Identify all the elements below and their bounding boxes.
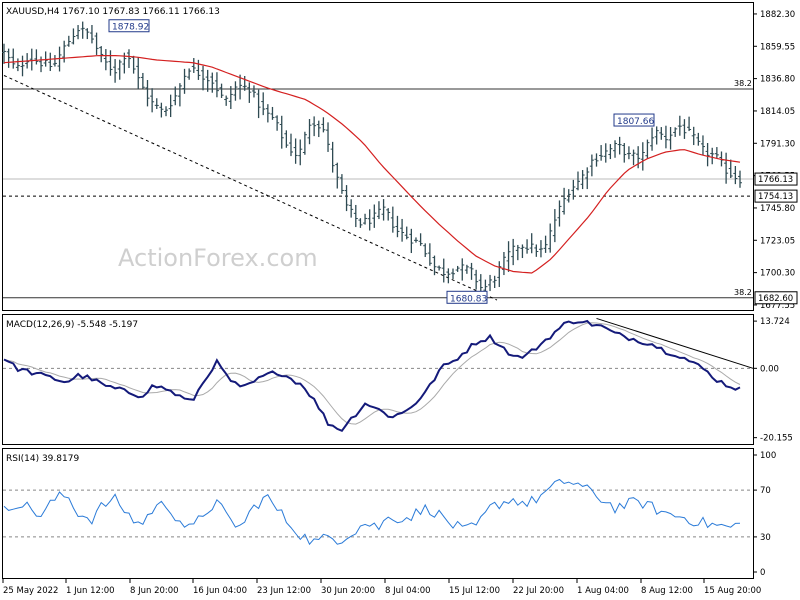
price-annotation-label: 1807.66 bbox=[617, 117, 654, 127]
macd-trendline bbox=[596, 317, 754, 369]
price-axis-label: 1882.30 bbox=[760, 10, 795, 20]
x-axis: 25 May 2022 1 Jun 12:00 8 Jun 20:00 16 Jun … bbox=[2, 579, 761, 596]
rsi-axis-label: 100 bbox=[760, 451, 776, 461]
macd-axis-label: 0.00 bbox=[760, 364, 779, 374]
macd-group: 13.724 0.00 -20.155 bbox=[3, 317, 793, 444]
price-axis-label: 1814.05 bbox=[760, 107, 795, 117]
rsi-line bbox=[3, 478, 741, 546]
price-axis-label: 1745.80 bbox=[760, 204, 795, 214]
price-axis-label: 1791.30 bbox=[760, 139, 795, 149]
current-price-badge-box bbox=[754, 172, 798, 186]
symbol-header: XAUUSD,H4 1767.10 1767.83 1766.11 1766.1… bbox=[6, 7, 220, 17]
price-axis-label: 1700.30 bbox=[760, 269, 795, 279]
support-price-badge: 1754.13 bbox=[758, 192, 793, 202]
x-axis-label: 1 Aug 04:00 bbox=[577, 586, 629, 596]
x-axis-label: 15 Aug 20:00 bbox=[704, 586, 761, 596]
current-price-badge: 1766.13 bbox=[758, 175, 793, 185]
price-annotations: 1878.92 1807.66 1680.83 bbox=[108, 19, 655, 304]
low-line-price-badge-box bbox=[754, 291, 798, 305]
x-axis-label: 22 Jul 20:00 bbox=[513, 586, 564, 596]
trendline-group bbox=[3, 75, 498, 301]
price-annotation-label: 1680.83 bbox=[450, 294, 487, 304]
low-line-price-badge: 1682.60 bbox=[758, 294, 793, 304]
fib-label-top: 38.2 bbox=[734, 79, 752, 88]
x-axis-label: 8 Jul 04:00 bbox=[385, 586, 431, 596]
macd-label: MACD(12,26,9) -5.548 -5.197 bbox=[6, 320, 138, 330]
price-bars-group bbox=[2, 21, 742, 301]
macd-axis-label: 13.724 bbox=[760, 317, 790, 327]
x-axis-label: 23 Jun 12:00 bbox=[257, 586, 311, 596]
price-annotation-label: 1878.92 bbox=[112, 23, 149, 33]
macd-panel-frame bbox=[2, 314, 754, 445]
x-axis-label: 8 Jun 20:00 bbox=[130, 586, 179, 596]
price-axis-label: 1836.80 bbox=[760, 75, 795, 85]
falling-trendline bbox=[3, 75, 498, 301]
price-annotation-box bbox=[446, 290, 488, 304]
macd-line bbox=[3, 319, 741, 433]
price-axis-label: 1723.05 bbox=[760, 236, 795, 246]
price-axis: 1882.301859.551836.801814.051791.301768.… bbox=[753, 10, 798, 311]
moving-average-line bbox=[3, 55, 741, 274]
x-axis-label: 30 Jun 20:00 bbox=[321, 586, 375, 596]
x-axis-label: 1 Jun 12:00 bbox=[66, 586, 115, 596]
watermark: ActionForex.com bbox=[118, 244, 318, 272]
moving-average-group bbox=[3, 55, 741, 274]
rsi-axis-label: 70 bbox=[760, 486, 771, 496]
macd-signal-line bbox=[3, 322, 741, 425]
rsi-axis-label: 30 bbox=[760, 533, 771, 543]
price-panel-frame bbox=[2, 2, 754, 311]
rsi-label: RSI(14) 39.8179 bbox=[6, 454, 79, 464]
rsi-panel-frame bbox=[2, 448, 754, 579]
support-price-badge-box bbox=[754, 189, 798, 203]
x-axis-label: 16 Jun 04:00 bbox=[193, 586, 247, 596]
macd-axis-label: -20.155 bbox=[760, 434, 793, 444]
price-axis-label: 1859.55 bbox=[760, 42, 795, 52]
price-axis-label: 1677.55 bbox=[760, 301, 795, 311]
rsi-group: 100 70 30 0 bbox=[3, 451, 776, 578]
price-reference-lines: 38.2 38.2 bbox=[3, 79, 753, 299]
price-annotation-box bbox=[108, 19, 150, 33]
x-axis-label: 25 May 2022 bbox=[3, 586, 58, 596]
rsi-axis-label: 0 bbox=[760, 568, 765, 578]
x-axis-label: 8 Aug 12:00 bbox=[641, 586, 693, 596]
price-annotation-box bbox=[613, 113, 655, 127]
fib-label-bottom: 38.2 bbox=[734, 288, 752, 297]
x-axis-label: 15 Jul 12:00 bbox=[449, 586, 500, 596]
